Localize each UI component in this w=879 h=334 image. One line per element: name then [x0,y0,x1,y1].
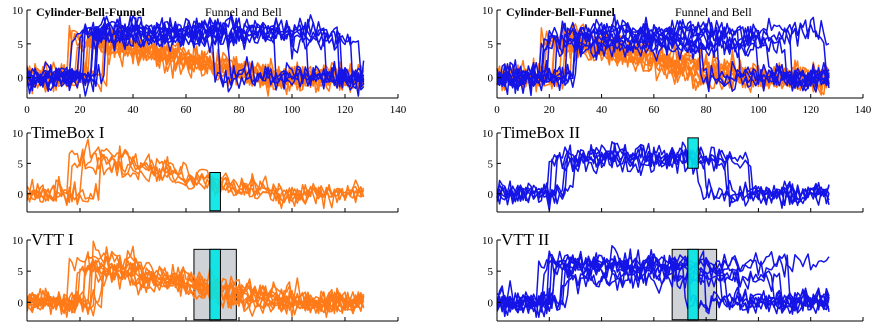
highlight-box [209,172,221,212]
funnel-series-line [496,142,830,204]
y-tick-label: 5 [488,39,494,51]
funnel-series-line [26,18,365,88]
y-tick-label: 5 [18,39,24,51]
x-tick-label: 140 [390,104,407,116]
funnel-series-line [26,13,365,97]
panel-title: VTT I [31,230,74,249]
chart-panel-5: 0 5 10 TimeBox II [482,123,864,213]
x-tick-label: 20 [544,104,556,116]
funnel-series-line [496,148,830,211]
funnel-series-line [496,250,830,318]
y-tick-label: 10 [12,5,24,17]
x-tick-label: 120 [802,104,819,116]
x-tick-label: 120 [337,104,354,116]
funnel-series-line [496,261,830,315]
highlight-box [687,248,699,321]
funnel-series-line [26,21,365,91]
bell-series-line [26,252,365,315]
funnel-series-line [496,33,830,95]
bell-series-line [26,138,364,210]
y-tick-label: 0 [488,189,494,201]
funnel-series-line [496,16,830,88]
y-tick-label: 5 [18,158,24,170]
y-tick-label: 5 [488,158,494,170]
highlight-box [209,248,221,321]
x-tick-label: 140 [855,104,872,116]
y-tick-label: 0 [18,189,24,201]
x-tick-label: 40 [128,104,140,116]
y-tick-label: 10 [482,5,494,17]
y-tick-label: 5 [18,266,24,278]
y-tick-label: 10 [482,128,494,140]
bell-series-line [26,148,365,204]
x-tick-label: 0 [494,104,500,116]
y-tick-label: 0 [18,297,24,309]
x-tick-label: 20 [75,104,87,116]
x-tick-label: 80 [701,104,713,116]
funnel-series-line [496,20,830,86]
y-tick-label: 10 [12,235,24,247]
x-tick-label: 100 [284,104,301,116]
x-tick-label: 40 [596,104,608,116]
panel-subtitle: Funnel and Bell [205,5,282,19]
panel-title: Cylinder-Bell-Funnel [36,5,146,19]
y-tick-label: 0 [488,297,494,309]
highlight-box [687,137,699,169]
x-tick-label: 0 [24,104,30,116]
panel-title: TimeBox II [501,123,581,142]
y-tick-label: 5 [488,266,494,278]
y-tick-label: 10 [482,235,494,247]
chart-panel-2: 0 5 10 TimeBox I [12,123,399,213]
chart-panel-3: 0 5 10 VTT I [12,230,399,322]
panel-title: Cylinder-Bell-Funnel [506,5,616,19]
x-tick-label: 100 [750,104,767,116]
funnel-series-line [496,255,830,315]
y-tick-label: 0 [488,73,494,85]
x-tick-label: 60 [648,104,660,116]
panel-title: TimeBox I [31,123,105,142]
funnel-series-line [26,24,365,90]
x-tick-label: 80 [234,104,246,116]
y-tick-label: 10 [12,128,24,140]
panel-title: VTT II [501,230,550,249]
panel-subtitle: Funnel and Bell [675,5,752,19]
chart-panel-6: 0 5 10 VTT II [482,230,864,322]
x-tick-label: 60 [181,104,193,116]
y-tick-label: 0 [18,73,24,85]
